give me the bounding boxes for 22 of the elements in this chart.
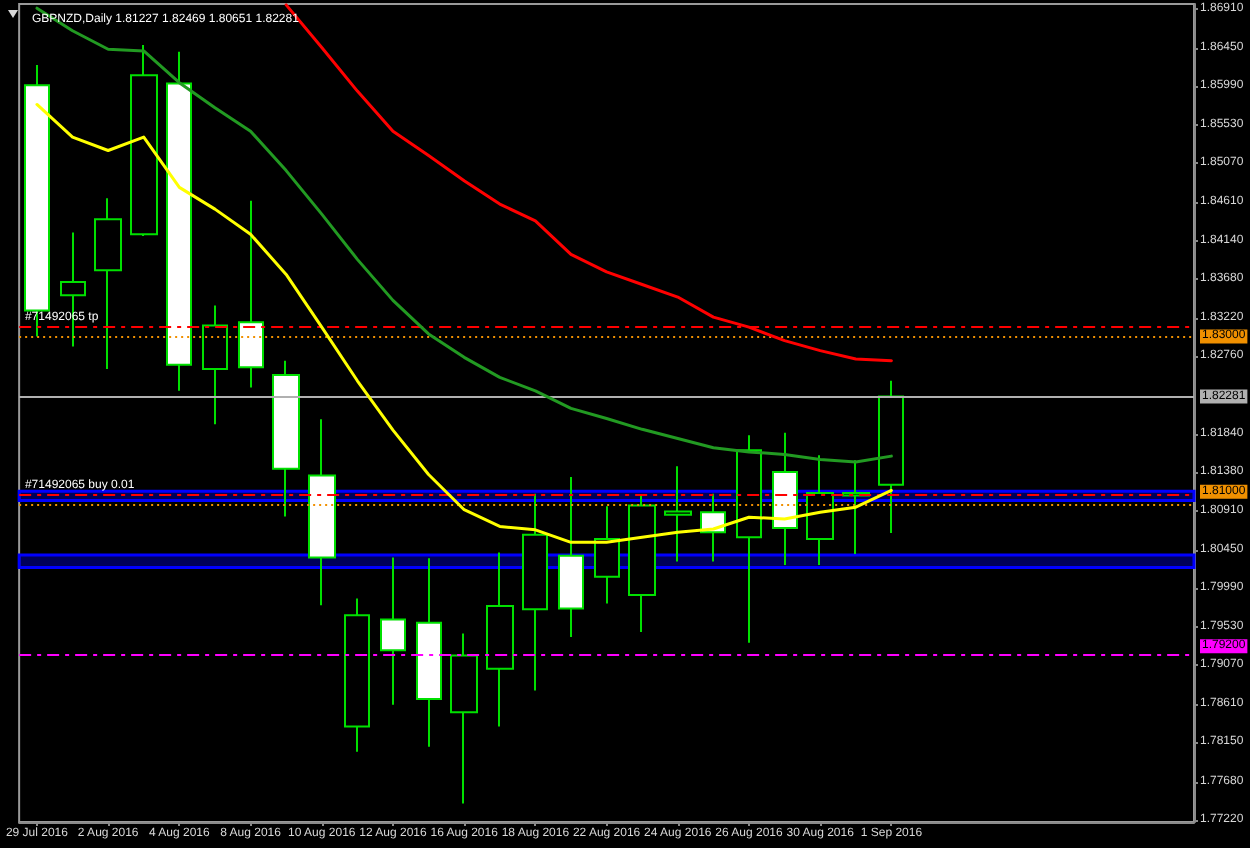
candlestick xyxy=(628,494,656,633)
candlestick xyxy=(166,50,192,392)
candlestick xyxy=(380,556,406,706)
candlestick xyxy=(806,454,834,566)
candlestick xyxy=(416,557,442,748)
candlestick xyxy=(486,551,514,728)
candlestick xyxy=(450,632,478,805)
candlestick xyxy=(202,304,228,426)
candlestick xyxy=(736,434,762,644)
candlestick xyxy=(94,197,122,371)
candlestick xyxy=(664,465,692,563)
candlestick xyxy=(308,418,336,607)
candlestick xyxy=(878,379,904,535)
candlestick xyxy=(594,505,620,605)
candlestick xyxy=(344,597,370,753)
candlestick xyxy=(272,359,300,518)
candlestick xyxy=(772,431,798,566)
candlestick xyxy=(558,476,584,638)
candlestick xyxy=(842,459,870,556)
candlestick xyxy=(522,492,548,692)
candlestick xyxy=(238,199,264,389)
candlestick xyxy=(130,44,158,237)
